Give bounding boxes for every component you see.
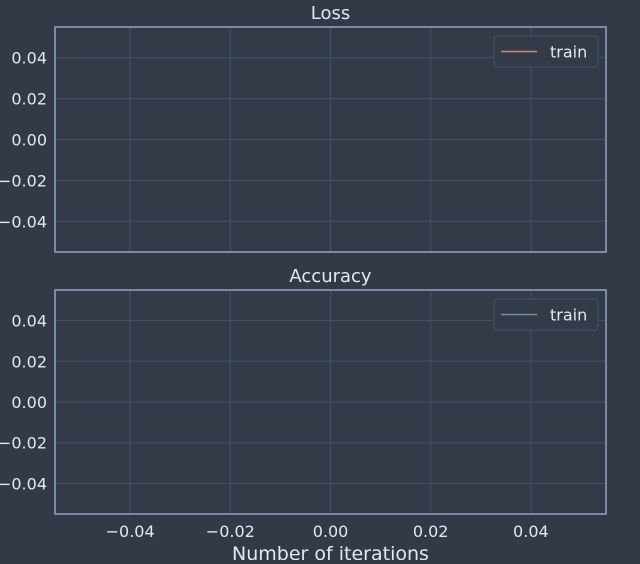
loss-axes-frame	[54, 26, 607, 253]
accuracy-panel: 0.04 0.02 0.00 −0.02 −0.04 −0.04 −0.02 0.00 0.02…	[0, 266, 607, 564]
accuracy-y-tick-label-1: 0.02	[11, 352, 47, 371]
loss-y-tick-label-0: 0.04	[11, 49, 47, 68]
accuracy-axes-frame	[54, 289, 607, 515]
accuracy-y-tick-label-0: 0.04	[11, 312, 47, 331]
accuracy-y-tick-label-4: −0.04	[0, 474, 47, 493]
loss-chart-title: Loss	[311, 3, 350, 24]
accuracy-y-tick-label-3: −0.02	[0, 434, 47, 453]
accuracy-x-axis-label: Number of iterations	[232, 543, 429, 560]
accuracy-x-tick-label-3: 0.02	[413, 522, 449, 541]
accuracy-legend-label-0: train	[550, 306, 587, 325]
accuracy-x-tick-label-0: −0.04	[106, 522, 155, 541]
loss-legend-label-0: train	[550, 43, 587, 62]
accuracy-x-tick-label-1: −0.02	[206, 522, 255, 541]
loss-y-tick-label-3: −0.02	[0, 171, 47, 190]
accuracy-x-tick-label-4: 0.04	[513, 522, 549, 541]
loss-panel: 0.04 0.02 0.00 −0.02 −0.04 Loss train	[0, 3, 607, 253]
loss-y-tick-label-4: −0.04	[0, 212, 47, 231]
loss-legend: train	[493, 35, 599, 68]
loss-y-tick-label-1: 0.02	[11, 90, 47, 109]
accuracy-legend-box	[493, 298, 599, 331]
accuracy-x-tick-label-2: 0.00	[313, 522, 349, 541]
loss-y-tick-label-2: 0.00	[11, 131, 47, 150]
loss-legend-box	[493, 35, 599, 68]
accuracy-y-tick-label-2: 0.00	[11, 393, 47, 412]
accuracy-legend: train	[493, 298, 599, 331]
accuracy-chart-title: Accuracy	[289, 266, 372, 287]
